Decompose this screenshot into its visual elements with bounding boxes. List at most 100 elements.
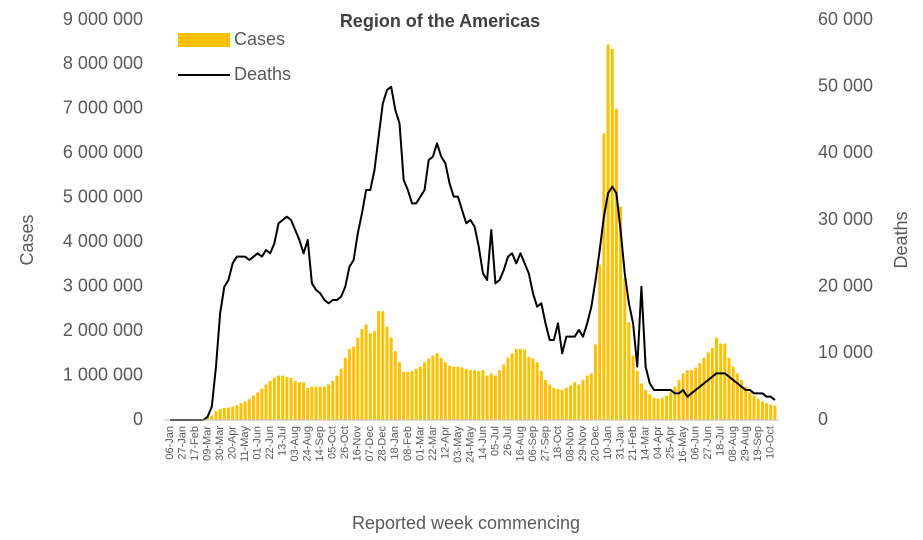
bar [356,337,360,420]
x-tick-label: 27-Jun [702,426,714,460]
bar [314,386,318,420]
bar [252,395,256,420]
bar [381,311,385,420]
x-tick-label: 03-Aug [289,426,301,461]
bar [760,401,764,420]
bar [598,264,602,420]
x-tick-label: 08-Nov [564,426,576,462]
y2-tick-label: 30 000 [818,209,873,229]
x-tick-label: 22-Jun [264,426,276,460]
bar [335,375,339,420]
bar [631,355,635,420]
bar [644,389,648,420]
x-tick-label: 29-Nov [577,426,589,462]
bar [610,48,614,421]
x-tick-label: 13-Jul [277,426,289,456]
bar [377,311,381,420]
x-tick-label: 22-Mar [427,426,439,461]
legend-label: Deaths [234,64,291,84]
x-tick-label: 14-Sep [314,426,326,461]
bar [677,380,681,420]
x-tick-label: 18-Jan [389,426,401,460]
bar [448,365,452,420]
bar [689,370,693,420]
x-tick-label: 21-Feb [627,426,639,461]
x-tick-label: 03-May [452,426,464,463]
bar [719,343,723,420]
y2-tick-label: 20 000 [818,275,873,295]
x-tick-label: 17-Feb [189,426,201,461]
y-tick-label: 5 000 000 [63,187,143,207]
x-tick-label: 26-Jul [502,426,514,456]
bar [368,333,372,420]
bar [372,331,376,420]
bar [389,337,393,420]
bar [756,398,760,420]
bar [556,388,560,420]
bar [681,373,685,420]
x-tick-label: 14-Jun [477,426,489,460]
bar [602,133,606,421]
x-tick-label: 05-Jul [489,426,501,456]
x-tick-label: 06-Sep [527,426,539,461]
bar [589,373,593,420]
bar [398,362,402,420]
x-tick-label: 06-Jun [690,426,702,460]
x-tick-label: 24-Aug [302,426,314,461]
bar [585,375,589,420]
x-tick-label: 06-Jan [164,426,176,460]
bar [414,368,418,420]
bar [327,384,331,420]
bar [489,373,493,420]
y-tick-label: 6 000 000 [63,142,143,162]
y2-tick-label: 50 000 [818,75,873,95]
bar [468,370,472,420]
bar [435,353,439,420]
bar [769,404,773,420]
bar [648,394,652,420]
y-tick-label: 8 000 000 [63,53,143,73]
bar [431,355,435,420]
x-tick-label: 30-Mar [214,426,226,461]
bar [564,388,568,420]
bar [577,384,581,420]
bar [302,382,306,420]
bar [268,380,272,420]
bar [639,383,643,420]
bar [669,392,673,420]
bar [635,371,639,420]
x-axis-title: Reported week commencing [352,513,580,533]
bar [402,372,406,420]
bar [318,386,322,420]
x-tick-label: 07-Dec [364,426,376,462]
bar [731,366,735,420]
x-tick-label: 24-May [464,426,476,463]
bar [460,367,464,420]
bar [627,322,631,420]
bar [614,108,618,420]
y-axis-title: Cases [17,214,37,265]
x-tick-label: 05-Oct [327,426,339,459]
y2-axis-title: Deaths [891,211,911,268]
bar [531,358,535,420]
bar [548,384,552,420]
y-tick-label: 2 000 000 [63,320,143,340]
bar [239,403,243,420]
bar [393,351,397,420]
bar [740,380,744,420]
bar [226,407,230,420]
bar [660,397,664,420]
x-tick-label: 16-Nov [352,426,364,462]
bar [339,368,343,420]
bar [360,328,364,420]
bar [485,375,489,420]
x-tick-label: 16-May [677,426,689,463]
y-tick-label: 4 000 000 [63,231,143,251]
bar [664,395,668,420]
bar [694,367,698,420]
bar [539,371,543,420]
legend-swatch [178,33,230,47]
bar [543,380,547,420]
bar [256,392,260,420]
bar [656,398,660,420]
